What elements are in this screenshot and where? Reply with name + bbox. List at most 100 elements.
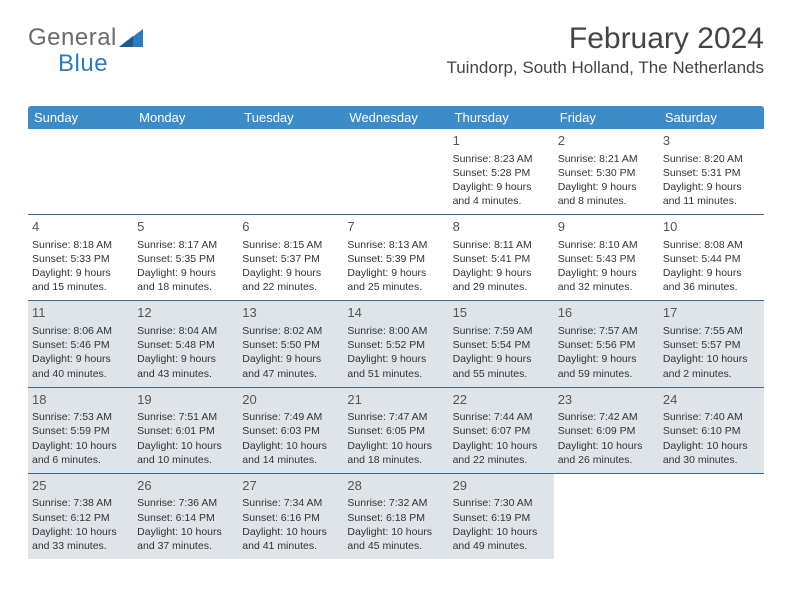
day-cell: 20Sunrise: 7:49 AMSunset: 6:03 PMDayligh… [238,388,343,473]
sunrise-text: Sunrise: 7:32 AM [347,496,444,510]
day-number: 2 [558,132,655,150]
day-number: 21 [347,391,444,409]
sunrise-text: Sunrise: 8:04 AM [137,324,234,338]
day-number: 25 [32,477,129,495]
location: Tuindorp, South Holland, The Netherlands [446,58,764,78]
day-number: 8 [453,218,550,236]
daylight-text: Daylight: 10 hours and 18 minutes. [347,439,444,467]
header: General February 2024 Tuindorp, South Ho… [28,22,764,78]
logo-triangle-icon [119,29,143,47]
sunset-text: Sunset: 6:14 PM [137,511,234,525]
sunset-text: Sunset: 6:12 PM [32,511,129,525]
sunset-text: Sunset: 6:16 PM [242,511,339,525]
logo-text-general: General [28,24,117,52]
sunrise-text: Sunrise: 7:34 AM [242,496,339,510]
day-number: 28 [347,477,444,495]
sunset-text: Sunset: 6:19 PM [453,511,550,525]
day-cell [554,474,659,559]
sunrise-text: Sunrise: 7:59 AM [453,324,550,338]
sunset-text: Sunset: 5:57 PM [663,338,760,352]
week-row: 11Sunrise: 8:06 AMSunset: 5:46 PMDayligh… [28,301,764,387]
sunset-text: Sunset: 5:46 PM [32,338,129,352]
sunrise-text: Sunrise: 8:02 AM [242,324,339,338]
day-cell [28,129,133,214]
title-block: February 2024 Tuindorp, South Holland, T… [446,22,764,78]
daylight-text: Daylight: 9 hours and 22 minutes. [242,266,339,294]
day-number: 3 [663,132,760,150]
day-cell: 27Sunrise: 7:34 AMSunset: 6:16 PMDayligh… [238,474,343,559]
sunset-text: Sunset: 6:03 PM [242,424,339,438]
week-row: 1Sunrise: 8:23 AMSunset: 5:28 PMDaylight… [28,129,764,215]
day-number: 24 [663,391,760,409]
daylight-text: Daylight: 10 hours and 22 minutes. [453,439,550,467]
day-number: 16 [558,304,655,322]
day-cell: 21Sunrise: 7:47 AMSunset: 6:05 PMDayligh… [343,388,448,473]
daylight-text: Daylight: 10 hours and 26 minutes. [558,439,655,467]
month-title: February 2024 [446,22,764,56]
daylight-text: Daylight: 9 hours and 47 minutes. [242,352,339,380]
daylight-text: Daylight: 9 hours and 43 minutes. [137,352,234,380]
day-cell [238,129,343,214]
sunrise-text: Sunrise: 7:30 AM [453,496,550,510]
sunrise-text: Sunrise: 8:08 AM [663,238,760,252]
day-number: 27 [242,477,339,495]
sunrise-text: Sunrise: 8:06 AM [32,324,129,338]
daylight-text: Daylight: 9 hours and 40 minutes. [32,352,129,380]
sunset-text: Sunset: 5:56 PM [558,338,655,352]
day-cell: 19Sunrise: 7:51 AMSunset: 6:01 PMDayligh… [133,388,238,473]
daylight-text: Daylight: 10 hours and 33 minutes. [32,525,129,553]
day-cell: 22Sunrise: 7:44 AMSunset: 6:07 PMDayligh… [449,388,554,473]
sunset-text: Sunset: 5:41 PM [453,252,550,266]
sunrise-text: Sunrise: 8:15 AM [242,238,339,252]
sunrise-text: Sunrise: 8:13 AM [347,238,444,252]
sunset-text: Sunset: 5:31 PM [663,166,760,180]
sunrise-text: Sunrise: 7:53 AM [32,410,129,424]
day-cell: 17Sunrise: 7:55 AMSunset: 5:57 PMDayligh… [659,301,764,386]
day-cell: 26Sunrise: 7:36 AMSunset: 6:14 PMDayligh… [133,474,238,559]
sunrise-text: Sunrise: 7:36 AM [137,496,234,510]
day-cell: 8Sunrise: 8:11 AMSunset: 5:41 PMDaylight… [449,215,554,300]
logo-text-blue: Blue [58,50,108,77]
day-number: 17 [663,304,760,322]
day-cell: 23Sunrise: 7:42 AMSunset: 6:09 PMDayligh… [554,388,659,473]
sunset-text: Sunset: 5:59 PM [32,424,129,438]
daylight-text: Daylight: 10 hours and 30 minutes. [663,439,760,467]
sunset-text: Sunset: 5:48 PM [137,338,234,352]
daylight-text: Daylight: 10 hours and 14 minutes. [242,439,339,467]
day-cell [133,129,238,214]
daylight-text: Daylight: 10 hours and 10 minutes. [137,439,234,467]
sunset-text: Sunset: 6:07 PM [453,424,550,438]
daylight-text: Daylight: 9 hours and 18 minutes. [137,266,234,294]
day-cell: 28Sunrise: 7:32 AMSunset: 6:18 PMDayligh… [343,474,448,559]
sunset-text: Sunset: 5:37 PM [242,252,339,266]
sunrise-text: Sunrise: 8:23 AM [453,152,550,166]
daylight-text: Daylight: 9 hours and 36 minutes. [663,266,760,294]
sunset-text: Sunset: 5:52 PM [347,338,444,352]
day-header-cell: Sunday [28,106,133,129]
logo-blue-text-row: Blue [32,50,108,78]
sunrise-text: Sunrise: 7:47 AM [347,410,444,424]
day-header-cell: Saturday [659,106,764,129]
day-number: 11 [32,304,129,322]
daylight-text: Daylight: 10 hours and 37 minutes. [137,525,234,553]
sunrise-text: Sunrise: 8:17 AM [137,238,234,252]
day-number: 12 [137,304,234,322]
day-cell: 3Sunrise: 8:20 AMSunset: 5:31 PMDaylight… [659,129,764,214]
sunset-text: Sunset: 5:39 PM [347,252,444,266]
day-header-cell: Monday [133,106,238,129]
week-row: 25Sunrise: 7:38 AMSunset: 6:12 PMDayligh… [28,474,764,559]
day-number: 5 [137,218,234,236]
sunset-text: Sunset: 6:10 PM [663,424,760,438]
sunrise-text: Sunrise: 7:44 AM [453,410,550,424]
daylight-text: Daylight: 9 hours and 51 minutes. [347,352,444,380]
sunrise-text: Sunrise: 7:49 AM [242,410,339,424]
weeks-container: 1Sunrise: 8:23 AMSunset: 5:28 PMDaylight… [28,129,764,559]
day-number: 20 [242,391,339,409]
day-cell: 4Sunrise: 8:18 AMSunset: 5:33 PMDaylight… [28,215,133,300]
sunrise-text: Sunrise: 7:42 AM [558,410,655,424]
day-number: 26 [137,477,234,495]
day-number: 18 [32,391,129,409]
day-header-cell: Thursday [449,106,554,129]
sunrise-text: Sunrise: 7:38 AM [32,496,129,510]
day-cell: 13Sunrise: 8:02 AMSunset: 5:50 PMDayligh… [238,301,343,386]
